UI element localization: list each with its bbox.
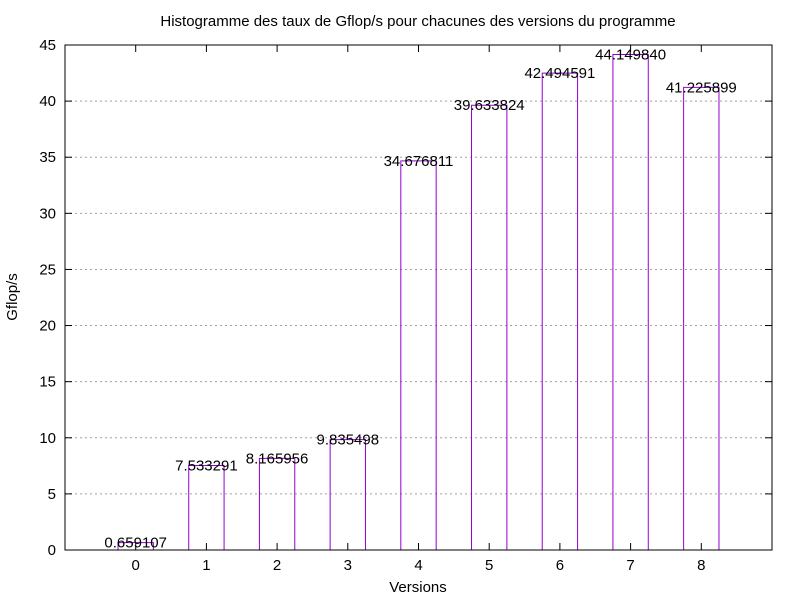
bars xyxy=(117,54,720,550)
x-tick-label: 5 xyxy=(485,557,493,574)
data-labels: 0.659107 7.533291 8.165956 9.835498 34.67681… xyxy=(104,47,736,552)
chart-title: Histogramme des taux de Gflop/s pour cha… xyxy=(160,13,675,30)
data-label-5: 39.633824 xyxy=(454,97,525,114)
bar-8 xyxy=(683,86,720,550)
y-tick-label: 40 xyxy=(39,93,56,110)
data-label-6: 42.494591 xyxy=(524,65,595,82)
plot-frame xyxy=(64,44,773,551)
x-tick-label: 1 xyxy=(202,557,210,574)
y-tick-label: 15 xyxy=(39,374,56,391)
y-tick-label: 0 xyxy=(48,542,56,559)
x-tick-label: 3 xyxy=(344,557,352,574)
data-label-3: 9.835498 xyxy=(317,432,380,449)
bar-3 xyxy=(329,439,366,550)
data-label-1: 7.533291 xyxy=(175,457,238,474)
y-axis-label: Gflop/s xyxy=(4,273,21,321)
x-tick-label: 4 xyxy=(414,557,422,574)
x-tick-label: 0 xyxy=(132,557,140,574)
x-tick-label: 6 xyxy=(556,557,564,574)
x-tick-label: 2 xyxy=(273,557,281,574)
y-tick-label: 20 xyxy=(39,318,56,335)
bar-0 xyxy=(117,542,154,550)
data-label-2: 8.165956 xyxy=(246,450,309,467)
bar-5 xyxy=(471,104,508,550)
data-label-4: 34.676811 xyxy=(384,153,454,170)
data-label-0: 0.659107 xyxy=(104,535,167,552)
data-label-8: 41.225899 xyxy=(666,79,737,96)
y-axis: 0 5 10 15 20 25 30 35 40 45 xyxy=(39,37,772,559)
x-tick-label: 8 xyxy=(697,557,705,574)
y-tick-label: 35 xyxy=(39,149,56,166)
y-tick-label: 45 xyxy=(39,37,56,54)
bar-4 xyxy=(400,160,437,550)
data-label-7: 44.149840 xyxy=(595,47,666,64)
y-tick-label: 5 xyxy=(48,486,56,503)
x-axis-label: Versions xyxy=(389,579,447,596)
y-tick-label: 30 xyxy=(39,205,56,222)
x-axis: 0 1 2 3 4 5 6 7 8 xyxy=(132,45,705,574)
x-tick-label: 7 xyxy=(626,557,634,574)
bar-6 xyxy=(541,72,579,550)
y-tick-label: 25 xyxy=(39,261,56,278)
bar-1 xyxy=(188,464,225,550)
bar-2 xyxy=(258,457,296,550)
bar-7 xyxy=(612,54,649,550)
y-tick-label: 10 xyxy=(39,430,56,447)
